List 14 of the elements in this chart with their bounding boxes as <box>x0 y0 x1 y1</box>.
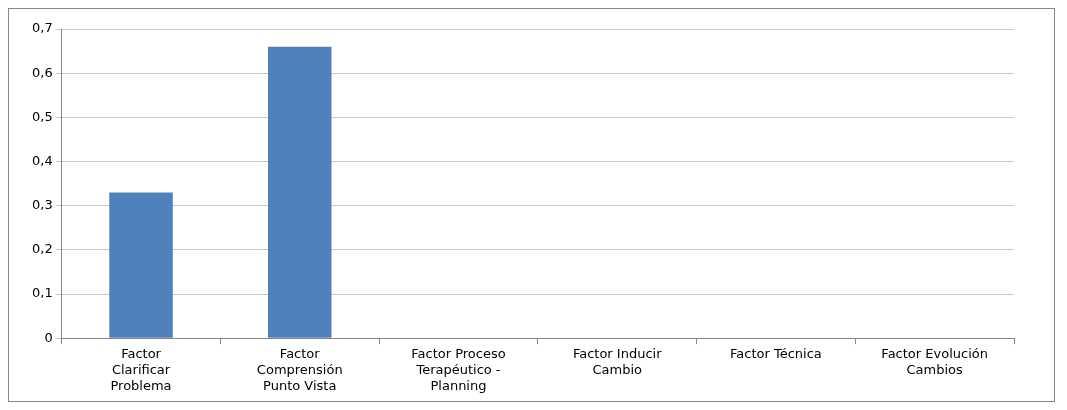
x-tick-label: Factor Evolución Cambios <box>881 346 988 377</box>
y-tick-label: 0,2 <box>31 241 53 257</box>
y-tick-label: 0 <box>44 329 53 345</box>
y-tick-label: 0,5 <box>31 108 53 124</box>
y-tick-label: 0,1 <box>31 285 53 301</box>
y-tick-label: 0,7 <box>31 20 53 36</box>
x-tick-label: Factor Proceso Terapéutico - Planning <box>411 346 506 393</box>
x-tick-label: Factor Comprensión Punto Vista <box>256 346 343 393</box>
y-tick-label: 0,3 <box>31 197 53 213</box>
x-tick-label: Factor Clarificar Problema <box>110 346 172 393</box>
y-tick-label: 0,6 <box>31 64 53 80</box>
x-tick-label: Factor Inducir Cambio <box>572 346 663 377</box>
y-tick-label: 0,4 <box>31 152 53 168</box>
x-tick-label: Factor Técnica <box>730 346 822 362</box>
